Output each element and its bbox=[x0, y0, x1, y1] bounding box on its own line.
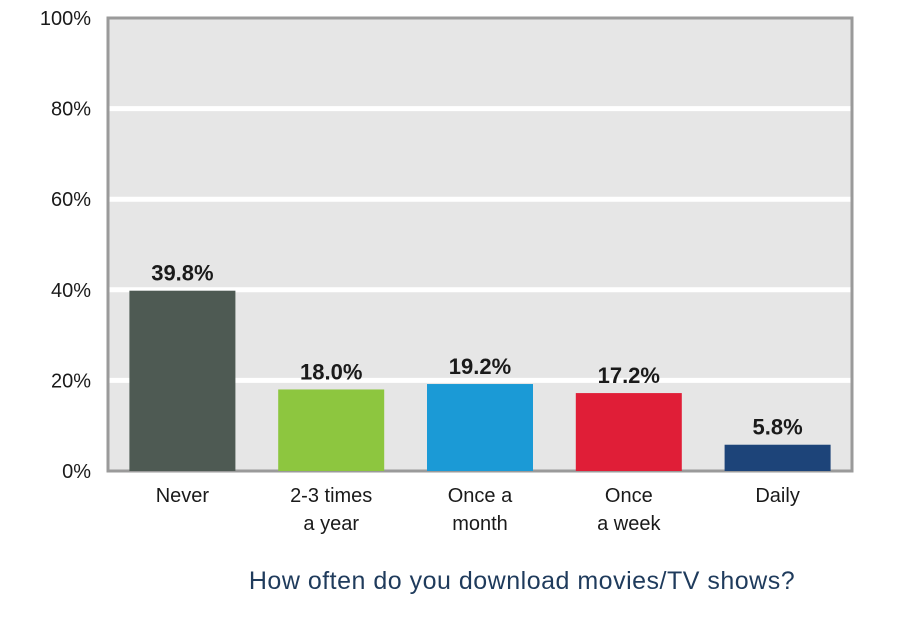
bar bbox=[427, 384, 533, 471]
x-tick-label-line: Daily bbox=[755, 485, 799, 507]
chart-title: How often do you download movies/TV show… bbox=[249, 567, 795, 595]
x-tick-label-line: a year bbox=[303, 513, 359, 535]
x-tick-label-line: Never bbox=[156, 485, 210, 507]
data-label: 19.2% bbox=[449, 354, 511, 379]
y-tick-label: 100% bbox=[40, 8, 91, 30]
bar bbox=[129, 290, 236, 471]
y-tick-label: 60% bbox=[51, 189, 91, 211]
data-label: 39.8% bbox=[151, 261, 213, 286]
x-tick-label: Never bbox=[156, 485, 210, 507]
y-axis: 0% 20% 40% 60% 80% 100% bbox=[40, 8, 91, 483]
data-label: 18.0% bbox=[300, 359, 362, 384]
y-tick-label: 40% bbox=[51, 280, 91, 302]
data-labels: 39.8% 18.0% 19.2% 17.2% 5.8% bbox=[151, 261, 802, 440]
x-tick-label-line: a week bbox=[597, 513, 661, 535]
data-label: 5.8% bbox=[753, 415, 803, 440]
bar bbox=[724, 444, 831, 471]
x-tick-label: Once a month bbox=[448, 485, 513, 535]
y-tick-label: 0% bbox=[62, 461, 91, 483]
x-tick-label: Daily bbox=[755, 485, 799, 507]
y-tick-label: 80% bbox=[51, 99, 91, 121]
x-tick-label: Once a week bbox=[597, 485, 661, 535]
x-tick-label-line: Once bbox=[605, 485, 653, 507]
bar bbox=[278, 389, 385, 471]
x-tick-label-line: month bbox=[452, 513, 508, 535]
data-label: 17.2% bbox=[598, 363, 660, 388]
x-tick-label-line: Once a bbox=[448, 485, 513, 507]
bars bbox=[129, 290, 831, 471]
x-axis: Never 2-3 times a year Once a month Once a wee… bbox=[156, 485, 800, 535]
bar bbox=[575, 393, 682, 471]
x-tick-label-line: 2-3 times bbox=[290, 485, 372, 507]
x-tick-label: 2-3 times a year bbox=[290, 485, 372, 535]
y-tick-label: 20% bbox=[51, 370, 91, 392]
